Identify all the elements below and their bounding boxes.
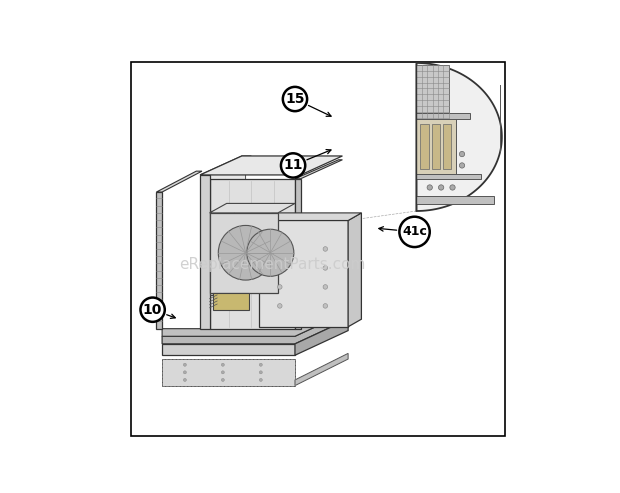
Circle shape: [278, 266, 282, 270]
Polygon shape: [295, 179, 301, 329]
Circle shape: [259, 371, 262, 374]
Circle shape: [281, 153, 305, 177]
Polygon shape: [162, 359, 295, 386]
Text: eReplacementParts.com: eReplacementParts.com: [179, 257, 365, 272]
Polygon shape: [295, 319, 348, 355]
Polygon shape: [420, 124, 428, 169]
Polygon shape: [156, 192, 162, 329]
Polygon shape: [417, 113, 469, 119]
Polygon shape: [417, 174, 481, 179]
Circle shape: [399, 217, 430, 247]
Circle shape: [184, 371, 187, 374]
Polygon shape: [162, 344, 295, 355]
Polygon shape: [417, 118, 456, 175]
Polygon shape: [259, 220, 348, 327]
Polygon shape: [417, 63, 502, 211]
Circle shape: [323, 246, 327, 251]
Polygon shape: [348, 213, 361, 327]
Circle shape: [323, 284, 327, 289]
Circle shape: [221, 363, 224, 366]
Circle shape: [459, 163, 464, 168]
Text: 10: 10: [143, 303, 162, 317]
Text: 15: 15: [285, 92, 304, 106]
Polygon shape: [162, 304, 348, 336]
Polygon shape: [295, 160, 342, 179]
Circle shape: [259, 379, 262, 382]
Circle shape: [259, 363, 262, 366]
Polygon shape: [200, 156, 251, 175]
Text: 41c: 41c: [402, 225, 427, 239]
Polygon shape: [210, 213, 278, 293]
Circle shape: [438, 185, 444, 190]
Circle shape: [283, 87, 307, 111]
Circle shape: [218, 225, 273, 280]
Circle shape: [221, 379, 224, 382]
Polygon shape: [432, 124, 440, 169]
Circle shape: [221, 371, 224, 374]
Polygon shape: [259, 213, 361, 220]
Polygon shape: [443, 124, 451, 169]
Circle shape: [427, 185, 432, 190]
Circle shape: [184, 363, 187, 366]
Polygon shape: [162, 312, 348, 344]
Polygon shape: [417, 196, 494, 204]
Polygon shape: [210, 204, 295, 213]
Polygon shape: [200, 156, 342, 175]
Polygon shape: [210, 179, 295, 329]
Circle shape: [184, 379, 187, 382]
Circle shape: [450, 185, 455, 190]
Polygon shape: [213, 293, 249, 310]
Polygon shape: [295, 353, 348, 386]
Polygon shape: [200, 175, 210, 329]
Circle shape: [141, 298, 165, 322]
Polygon shape: [417, 65, 449, 118]
Circle shape: [247, 229, 294, 276]
Circle shape: [323, 304, 327, 308]
Text: 11: 11: [283, 158, 303, 173]
Circle shape: [459, 151, 464, 157]
Circle shape: [323, 266, 327, 270]
Polygon shape: [156, 171, 202, 192]
Polygon shape: [210, 160, 246, 327]
Circle shape: [278, 284, 282, 289]
Polygon shape: [210, 211, 234, 294]
Circle shape: [278, 304, 282, 308]
